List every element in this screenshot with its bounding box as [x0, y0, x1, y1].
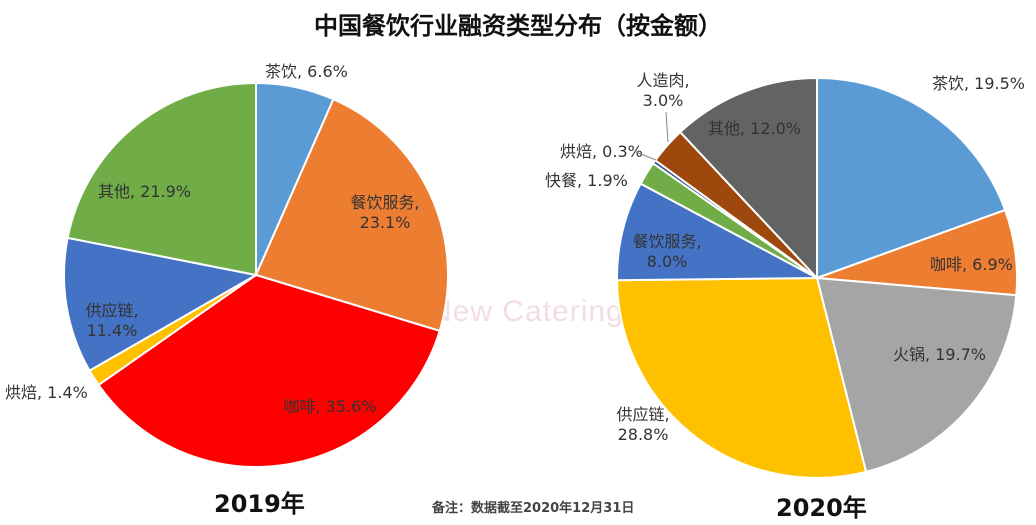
- pie-2019-slice-4: [63, 236, 259, 373]
- pie-2019-label-5: 其他, 21.9%: [98, 182, 191, 201]
- pie-2020-year-label: 2020年: [776, 494, 867, 522]
- chart-title: 中国餐饮行业融资类型分布（按金额）: [314, 12, 722, 40]
- pie-2020-slice-8: [678, 76, 818, 281]
- pie-2019-slice-2: [97, 273, 441, 468]
- watermark: New Catering: [430, 295, 624, 328]
- pie-2020-label-8: 其他, 12.0%: [708, 119, 801, 138]
- pie-2020-label-3: 供应链, 28.8%: [616, 405, 669, 444]
- pie-2020: 茶饮, 19.5% 咖啡, 6.9% 火锅, 19.7% 供应链, 28.8% 餐饮服务,…: [545, 71, 1025, 479]
- pie-2019-slice-1: [254, 97, 449, 333]
- pie-2019-label-1: 餐饮服务, 23.1%: [350, 193, 419, 232]
- pie-2019-label-3: 烘焙, 1.4%: [5, 383, 88, 402]
- pie-2020-slice-0: [816, 76, 1007, 280]
- pie-2020-label-2: 火锅, 19.7%: [893, 345, 986, 364]
- pie-2019: 茶饮, 6.6% 餐饮服务, 23.1% 咖啡, 35.6% 烘焙, 1.4% 供应链, 1…: [5, 62, 449, 468]
- footnote: 备注：数据截至2020年12月31日: [432, 501, 635, 516]
- pie-2020-slice-4: [616, 182, 818, 282]
- pie-2020-label-5: 快餐, 1.9%: [545, 171, 628, 190]
- pie-2019-label-0: 茶饮, 6.6%: [265, 62, 348, 81]
- pie-2020-leader-lines: [635, 111, 669, 161]
- leader-line-bakery: [635, 151, 657, 161]
- pie-2020-label-6: 烘焙, 0.3%: [560, 142, 643, 161]
- pie-2020-slice-2: [815, 276, 1018, 474]
- leader-line-meat: [665, 111, 669, 143]
- pie-2019-label-2: 咖啡, 35.6%: [283, 397, 376, 416]
- pie-2020-label-0: 茶饮, 19.5%: [932, 74, 1025, 93]
- pie-2020-label-7: 人造肉, 3.0%: [636, 71, 689, 110]
- pie-2019-slice-5: [66, 81, 257, 277]
- pie-2020-label-1: 咖啡, 6.9%: [930, 255, 1013, 274]
- pie-2019-year-label: 2019年: [214, 490, 305, 518]
- pie-2019-label-4: 供应链, 11.4%: [85, 301, 138, 340]
- pie-2020-label-4: 餐饮服务, 8.0%: [632, 232, 701, 271]
- pie-2020-slice-3: [615, 276, 868, 479]
